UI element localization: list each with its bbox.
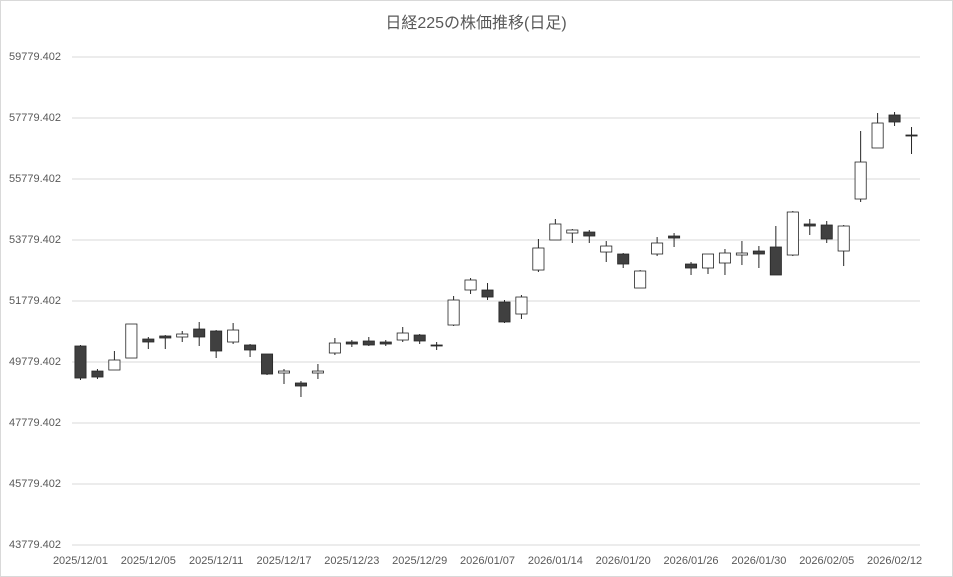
x-tick-label: 2026/01/30 bbox=[731, 555, 786, 567]
candle-body bbox=[735, 252, 748, 256]
candle-body bbox=[294, 382, 307, 387]
candle-body bbox=[396, 332, 409, 341]
candle-body bbox=[108, 359, 121, 371]
x-tick-label: 2026/01/07 bbox=[460, 555, 515, 567]
x-tick-label: 2025/12/11 bbox=[189, 555, 243, 567]
candle-body bbox=[905, 134, 918, 137]
candle-body bbox=[752, 250, 765, 255]
x-tick-label: 2026/02/12 bbox=[867, 555, 922, 567]
x-tick-label: 2025/12/05 bbox=[121, 555, 176, 567]
y-tick-label: 45779.402 bbox=[9, 478, 61, 490]
candle-body bbox=[464, 279, 477, 291]
candle-body bbox=[142, 338, 155, 343]
candle-body bbox=[532, 247, 545, 271]
candle-body bbox=[481, 289, 494, 298]
candle-body bbox=[617, 253, 630, 265]
x-tick-label: 2025/12/23 bbox=[324, 555, 379, 567]
candle-body bbox=[159, 335, 172, 339]
x-tick-label: 2025/12/01 bbox=[53, 555, 108, 567]
candle-body bbox=[74, 345, 87, 379]
y-tick-label: 59779.402 bbox=[9, 51, 61, 63]
candle-body bbox=[91, 370, 104, 378]
candle-body bbox=[837, 225, 850, 252]
candle-body bbox=[193, 328, 206, 338]
y-tick-label: 51779.402 bbox=[9, 295, 61, 307]
candle-body bbox=[328, 342, 341, 354]
candle-body bbox=[786, 211, 799, 256]
candle-body bbox=[362, 340, 375, 346]
candle-body bbox=[871, 122, 884, 149]
y-tick-label: 43779.402 bbox=[9, 539, 61, 551]
x-tick-label: 2026/01/26 bbox=[664, 555, 719, 567]
candle-body bbox=[702, 253, 714, 269]
x-tick-label: 2025/12/29 bbox=[392, 555, 447, 567]
candle-body bbox=[515, 296, 528, 315]
candle-body bbox=[227, 329, 240, 343]
x-tick-label: 2026/02/05 bbox=[799, 555, 854, 567]
y-tick-label: 53779.402 bbox=[9, 234, 61, 246]
candle-body bbox=[498, 301, 511, 323]
candle-body bbox=[820, 224, 833, 240]
candle-body bbox=[718, 252, 731, 264]
candle-body bbox=[634, 270, 647, 289]
chart-title: 日経225の株価推移(日足) bbox=[385, 14, 566, 32]
x-tick-label: 2025/12/17 bbox=[256, 555, 311, 567]
candle-body bbox=[413, 334, 426, 342]
candle-body bbox=[685, 263, 698, 269]
y-tick-label: 47779.402 bbox=[9, 417, 61, 429]
candle-body bbox=[447, 299, 460, 326]
candle-body bbox=[651, 242, 664, 255]
y-tick-label: 57779.402 bbox=[9, 112, 61, 124]
y-tick-label: 49779.402 bbox=[9, 356, 61, 368]
candle-body bbox=[210, 330, 223, 352]
candle-body bbox=[379, 341, 392, 345]
candle-body bbox=[668, 235, 681, 239]
x-tick-label: 2026/01/20 bbox=[596, 555, 651, 567]
candle-body bbox=[803, 223, 816, 227]
candle-body bbox=[888, 114, 901, 123]
candle-body bbox=[583, 231, 596, 237]
candle-body bbox=[854, 161, 867, 200]
candle-body bbox=[345, 341, 358, 345]
candle-body bbox=[244, 344, 257, 351]
candle-body bbox=[311, 370, 324, 374]
y-tick-label: 55779.402 bbox=[9, 173, 61, 185]
candle-body bbox=[769, 246, 782, 276]
candle-body bbox=[278, 370, 290, 374]
candle-body bbox=[125, 323, 138, 359]
candle-body bbox=[430, 344, 443, 347]
candle-body bbox=[176, 333, 189, 338]
candle-body bbox=[261, 353, 274, 375]
candle-body bbox=[600, 245, 613, 253]
candle-body bbox=[549, 223, 562, 241]
candle-body bbox=[566, 229, 579, 234]
x-tick-label: 2026/01/14 bbox=[528, 555, 583, 567]
